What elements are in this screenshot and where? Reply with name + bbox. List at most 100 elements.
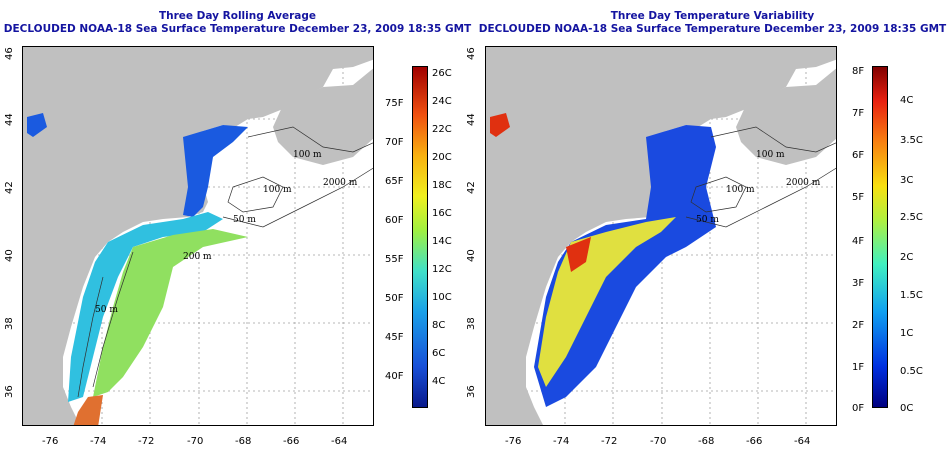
contour-label: 100 m [756, 150, 785, 160]
colorbar-celsius-label: 3.5C [900, 135, 923, 146]
colorbar-fahrenheit-label: 5F [852, 192, 865, 203]
sst-variability-map-svg: 100 m 100 m 2000 m 50 m [486, 47, 836, 425]
colorbar-celsius-label: 10C [432, 292, 452, 303]
lon-label: -76 [42, 436, 59, 447]
colorbar-fahrenheit-label: 6F [852, 150, 865, 161]
contour-label: 50 m [696, 215, 719, 225]
colorbar-celsius-label: 0.5C [900, 366, 923, 377]
colorbar-fahrenheit-label: 55F [385, 254, 404, 265]
colorbar-fahrenheit-label: 3F [852, 278, 865, 289]
land-mass [23, 47, 373, 425]
lon-label: -64 [794, 436, 811, 447]
sst-average-map: 100 m 100 m 2000 m 50 m 200 m 50 m [22, 46, 374, 426]
colorbar-celsius-label: 26C [432, 68, 452, 79]
colorbar-celsius-label: 3C [900, 175, 914, 186]
colorbar-celsius-label: 14C [432, 236, 452, 247]
lat-label: 38 [4, 317, 15, 330]
lon-label: -64 [331, 436, 348, 447]
sst-colorbar [412, 66, 428, 408]
right-map-title-line2: DECLOUDED NOAA-18 Sea Surface Temperatur… [478, 23, 947, 35]
lat-label: 44 [466, 113, 477, 126]
lon-label: -68 [235, 436, 252, 447]
lon-label: -70 [650, 436, 667, 447]
lat-label: 42 [4, 181, 15, 194]
contour-label: 100 m [263, 185, 292, 195]
sst-field-cold [183, 125, 248, 217]
sst-field-gulfstream [73, 395, 103, 425]
sst-field-warm [93, 229, 248, 397]
bathymetry-contours [77, 126, 373, 398]
lat-label: 46 [466, 47, 477, 60]
colorbar-fahrenheit-label: 70F [385, 137, 404, 148]
land-nova-scotia [736, 68, 836, 165]
lat-label: 44 [4, 113, 15, 126]
colorbar-celsius-label: 18C [432, 180, 452, 191]
colorbar-fahrenheit-label: 8F [852, 66, 865, 77]
lon-label: -74 [553, 436, 570, 447]
lon-label: -70 [187, 436, 204, 447]
colorbar-fahrenheit-label: 65F [385, 176, 404, 187]
lon-label: -74 [90, 436, 107, 447]
colorbar-celsius-label: 2.5C [900, 212, 923, 223]
colorbar-celsius-label: 22C [432, 124, 452, 135]
colorbar-fahrenheit-label: 2F [852, 320, 865, 331]
colorbar-celsius-label: 20C [432, 152, 452, 163]
sst-field-mid [68, 212, 223, 402]
colorbar-fahrenheit-label: 50F [385, 293, 404, 304]
contour-label: 50 m [95, 305, 118, 315]
lat-label: 36 [466, 385, 477, 398]
lon-label: -66 [746, 436, 763, 447]
land-nova-scotia [273, 68, 373, 165]
lon-label: -68 [698, 436, 715, 447]
colorbar-fahrenheit-label: 0F [852, 403, 865, 414]
lon-label: -72 [601, 436, 618, 447]
contour-label: 2000 m [786, 178, 821, 188]
colorbar-celsius-label: 1.5C [900, 290, 923, 301]
variability-colorbar [872, 66, 888, 408]
lat-label: 36 [4, 385, 15, 398]
colorbar-celsius-label: 16C [432, 208, 452, 219]
contour-label: 50 m [233, 215, 256, 225]
land-mass [486, 47, 836, 425]
lon-label: -66 [283, 436, 300, 447]
colorbar-fahrenheit-label: 4F [852, 236, 865, 247]
colorbar-fahrenheit-label: 7F [852, 108, 865, 119]
left-map-title: Three Day Rolling Average DECLOUDED NOAA… [0, 10, 475, 36]
sst-average-map-svg: 100 m 100 m 2000 m 50 m 200 m 50 m [23, 47, 373, 425]
lat-label: 42 [466, 181, 477, 194]
variability-field-low [534, 125, 716, 407]
lat-label: 38 [466, 317, 477, 330]
contour-label: 200 m [183, 252, 212, 262]
colorbar-celsius-label: 12C [432, 264, 452, 275]
colorbar-fahrenheit-label: 40F [385, 371, 404, 382]
sst-field-small [27, 113, 47, 137]
contour-label: 100 m [726, 185, 755, 195]
left-map-title-line2: DECLOUDED NOAA-18 Sea Surface Temperatur… [3, 23, 472, 35]
right-map-title: Three Day Temperature Variability DECLOU… [475, 10, 950, 36]
colorbar-celsius-label: 4C [900, 95, 914, 106]
left-map-title-line1: Three Day Rolling Average [158, 10, 317, 22]
colorbar-celsius-label: 2C [900, 252, 914, 263]
lat-label: 40 [466, 249, 477, 262]
colorbar-celsius-label: 24C [432, 96, 452, 107]
colorbar-celsius-label: 6C [432, 348, 446, 359]
variability-field-high [566, 237, 591, 272]
lat-label: 40 [4, 249, 15, 262]
contour-label: 2000 m [323, 178, 358, 188]
colorbar-celsius-label: 4C [432, 376, 446, 387]
colorbar-celsius-label: 8C [432, 320, 446, 331]
colorbar-celsius-label: 0C [900, 403, 914, 414]
lon-label: -72 [138, 436, 155, 447]
colorbar-fahrenheit-label: 75F [385, 98, 404, 109]
right-map-title-line1: Three Day Temperature Variability [610, 10, 815, 22]
lon-label: -76 [505, 436, 522, 447]
colorbar-fahrenheit-label: 60F [385, 215, 404, 226]
bathymetry-contours [685, 126, 836, 228]
colorbar-fahrenheit-label: 45F [385, 332, 404, 343]
variability-field-small [490, 113, 510, 137]
contour-label: 100 m [293, 150, 322, 160]
lat-label: 46 [4, 47, 15, 60]
colorbar-fahrenheit-label: 1F [852, 362, 865, 373]
sst-variability-map: 100 m 100 m 2000 m 50 m [485, 46, 837, 426]
colorbar-celsius-label: 1C [900, 328, 914, 339]
